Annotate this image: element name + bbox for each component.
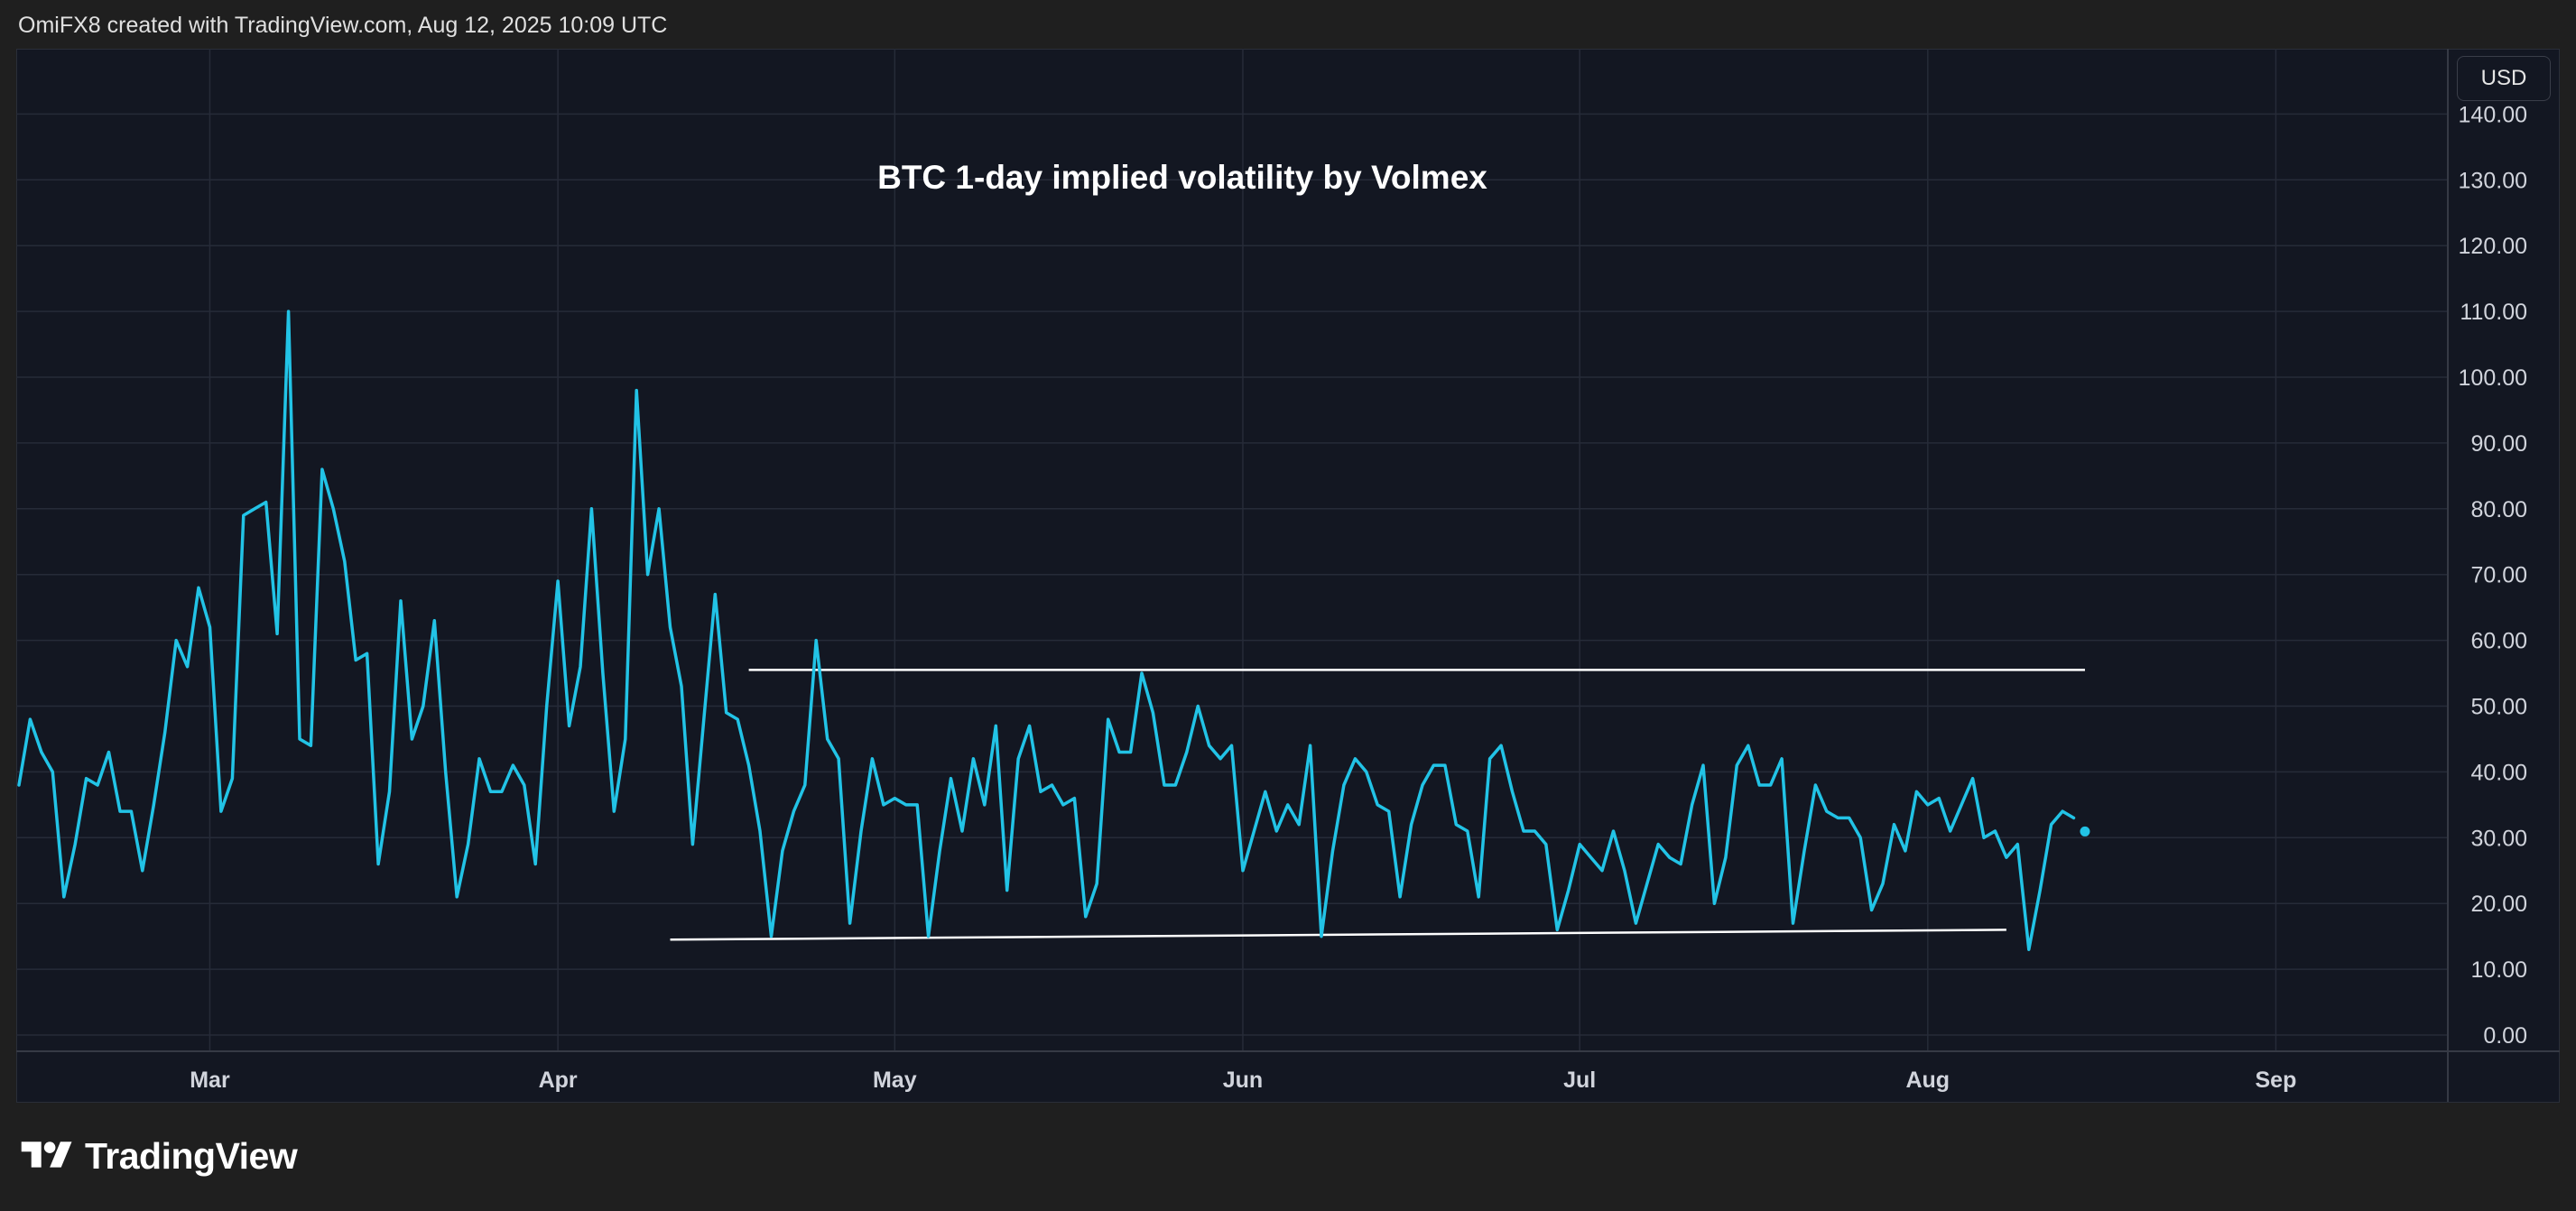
support-line: [670, 929, 2006, 941]
y-tick-label: 100.00: [2459, 365, 2527, 391]
x-tick-label: Aug: [1905, 1068, 1950, 1093]
y-tick-label: 90.00: [2470, 431, 2527, 457]
chart-attribution: OmiFX8 created with TradingView.com, Aug…: [18, 13, 668, 38]
y-tick-label: 30.00: [2470, 826, 2527, 851]
chart-title: BTC 1-day implied volatility by Volmex: [877, 159, 1487, 196]
volatility-series-line: [17, 310, 2076, 951]
grid-lines: [16, 49, 2448, 1051]
last-value-marker: [2080, 826, 2090, 837]
y-tick-label: 40.00: [2470, 760, 2527, 785]
currency-selector-button[interactable]: USD: [2457, 56, 2551, 101]
x-tick-label: Jun: [1223, 1068, 1263, 1093]
series-layer: [17, 310, 2090, 951]
y-tick-label: 110.00: [2460, 300, 2527, 325]
y-tick-label: 20.00: [2470, 892, 2527, 917]
x-tick-label: Sep: [2256, 1068, 2297, 1093]
y-tick-label: 60.00: [2470, 629, 2527, 654]
chart-panel[interactable]: [16, 49, 2560, 1103]
logo-text: TradingView: [85, 1134, 298, 1177]
y-tick-label: 120.00: [2459, 234, 2527, 259]
y-axis-labels: 140.00 130.00 120.00 110.00 100.00 90.00 80.00…: [2459, 102, 2527, 1049]
axes: [16, 49, 2560, 1102]
x-tick-label: May: [873, 1068, 917, 1093]
x-tick-label: Mar: [190, 1068, 230, 1093]
y-tick-label: 0.00: [2483, 1023, 2527, 1049]
x-axis-labels: Mar Apr May Jun Jul Aug Sep: [190, 1068, 2296, 1093]
y-tick-label: 130.00: [2459, 168, 2527, 193]
y-tick-label: 140.00: [2459, 102, 2527, 127]
y-tick-label: 80.00: [2470, 497, 2527, 522]
y-tick-label: 10.00: [2470, 957, 2527, 983]
x-tick-label: Apr: [539, 1068, 578, 1093]
footer-logo[interactable]: TradingView: [20, 1134, 298, 1177]
tradingview-logo-icon: [21, 1142, 72, 1168]
y-tick-label: 70.00: [2470, 563, 2527, 588]
annotation-lines: [670, 669, 2085, 941]
y-tick-label: 50.00: [2470, 695, 2527, 720]
x-tick-label: Jul: [1563, 1068, 1596, 1093]
